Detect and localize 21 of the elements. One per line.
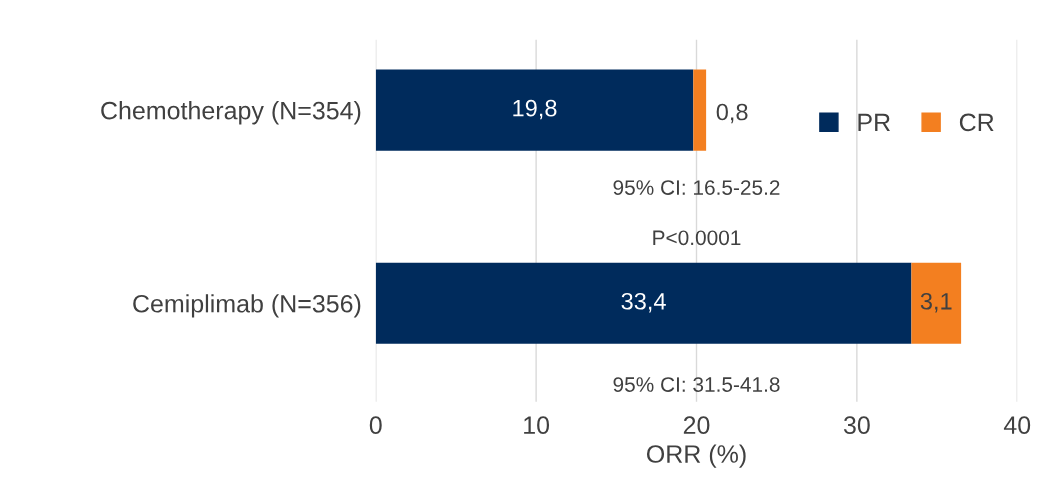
y-tick-label: Cemiplimab (N=356) (133, 294, 361, 318)
legend-label: PR (858, 113, 890, 131)
annotation: P<0.0001 (653, 230, 741, 246)
x-axis-title: ORR (%) (646, 444, 746, 468)
legend-label: CR (959, 113, 994, 132)
x-tick-label: 40 (1003, 416, 1031, 435)
bar (375, 262, 912, 344)
x-tick-label: 10 (524, 416, 550, 435)
x-tick-label: 20 (683, 416, 710, 435)
bar (693, 69, 707, 151)
data-label: 19,8 (513, 99, 557, 120)
y-tick-label: Chemotherapy (N=354) (101, 101, 361, 125)
bar (375, 69, 694, 151)
data-label: 3,1 (920, 292, 952, 313)
annotation: 95% CI: 16.5-25.2 (613, 180, 780, 195)
x-tick-label: 0 (369, 416, 382, 435)
x-tick-label: 30 (843, 416, 870, 435)
data-label: 0,8 (716, 103, 748, 124)
data-label: 33,4 (621, 292, 666, 313)
annotation: 95% CI: 31.5-41.8 (613, 377, 780, 392)
bar (911, 262, 962, 344)
